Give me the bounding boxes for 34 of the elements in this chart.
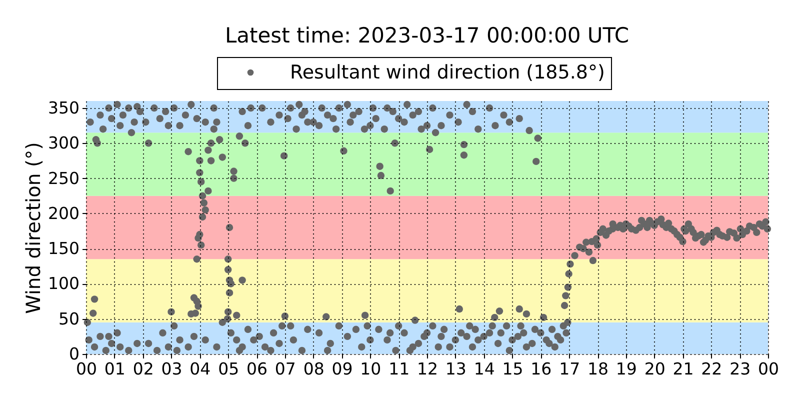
x-tick-label: 17 bbox=[559, 360, 580, 378]
y-tick-label: 300 bbox=[48, 134, 80, 153]
x-tick-label: 04 bbox=[190, 360, 211, 378]
x-tick-label: 02 bbox=[132, 360, 154, 378]
x-tick-label: 16 bbox=[530, 360, 552, 378]
x-tick-label: 22 bbox=[701, 360, 722, 378]
y-axis-title: Wind direction (°) bbox=[22, 142, 46, 314]
y-tick-label: 200 bbox=[48, 204, 80, 223]
y-tick-label: 50 bbox=[58, 309, 80, 328]
y-tick-label: 250 bbox=[48, 168, 80, 188]
x-tick-label: 09 bbox=[332, 360, 353, 378]
x-tick-label: 11 bbox=[388, 360, 410, 378]
legend-label: Resultant wind direction (185.8°) bbox=[290, 62, 605, 84]
y-tick-label: 150 bbox=[48, 239, 80, 258]
x-tick-label: 07 bbox=[274, 360, 296, 378]
x-tick-label: 10 bbox=[360, 360, 382, 378]
y-tick-label: 350 bbox=[48, 98, 80, 118]
x-tick-label: 00 bbox=[758, 360, 779, 378]
x-tick-label: 03 bbox=[161, 360, 182, 378]
x-tick-label: 15 bbox=[502, 360, 524, 378]
y-tick-label: 100 bbox=[48, 274, 80, 294]
x-tick-label: 18 bbox=[588, 360, 608, 378]
x-tick-label: 05 bbox=[218, 360, 240, 378]
x-tick-label: 21 bbox=[672, 360, 694, 378]
x-tick-label: 12 bbox=[417, 360, 438, 378]
x-tick-label: 23 bbox=[730, 360, 751, 378]
chart-title: Latest time: 2023-03-17 00:00:00 UTC bbox=[224, 24, 630, 48]
x-tick-label: 14 bbox=[474, 360, 495, 378]
x-tick-label: 20 bbox=[644, 360, 666, 378]
x-tick-label: 08 bbox=[303, 360, 324, 378]
x-tick-label: 13 bbox=[445, 360, 466, 378]
x-tick-label: 19 bbox=[616, 360, 637, 378]
x-tick-label: 06 bbox=[246, 360, 268, 378]
x-tick-label: 01 bbox=[104, 360, 126, 378]
